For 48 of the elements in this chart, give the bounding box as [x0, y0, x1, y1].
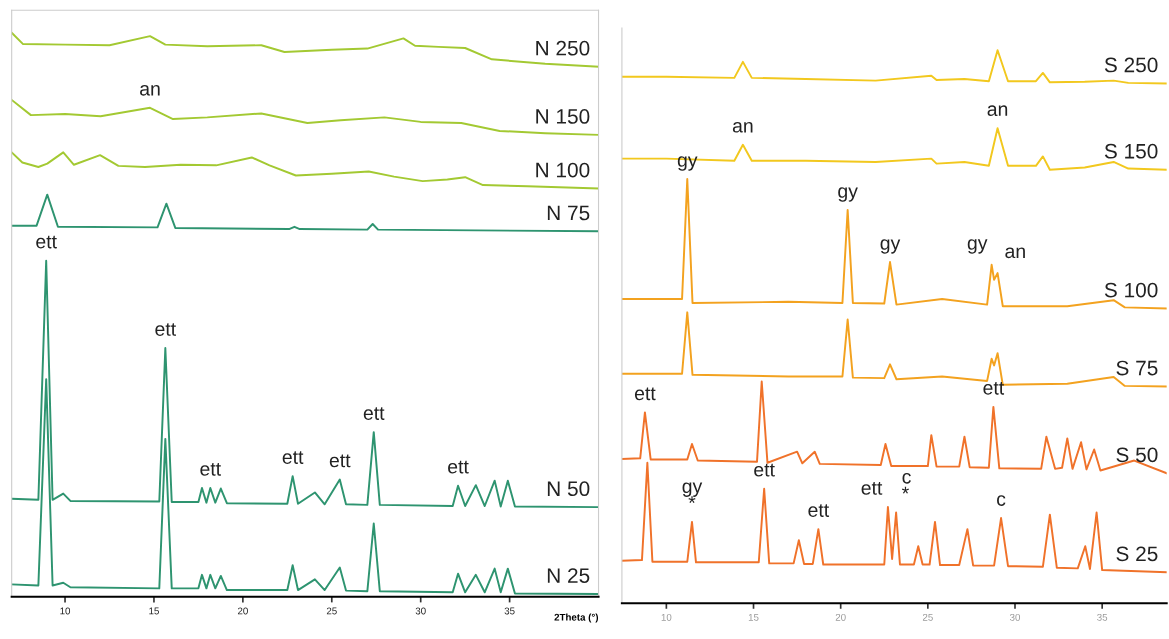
annotation: an [140, 84, 160, 96]
annotation: ett [155, 323, 176, 336]
annotation: ett [448, 460, 469, 474]
annotation: ett [754, 463, 775, 477]
x-tick-label: 30 [415, 607, 426, 615]
annotation: ett [200, 463, 221, 476]
x-tick-label: 25 [922, 613, 933, 621]
annotation: ett [329, 454, 351, 468]
x-tick-label: 25 [326, 607, 337, 615]
annotation: an [732, 121, 753, 133]
annotation: c * [901, 472, 911, 494]
annotation: ett [983, 381, 1005, 395]
series-label: N 150 [536, 109, 590, 124]
series-label: N 100 [536, 162, 590, 178]
annotation: ett [363, 407, 385, 420]
annotation: ett [808, 504, 830, 517]
series-label: S 25 [1116, 546, 1158, 562]
series-label: N 25 [547, 568, 590, 583]
annotation: an [987, 105, 1008, 117]
x-tick-label: 20 [835, 613, 846, 621]
annotation: gy [967, 239, 988, 254]
annotation: c [997, 495, 1006, 506]
series-label: S 100 [1104, 282, 1158, 298]
annotation: gy [838, 187, 858, 202]
series-label: S 75 [1116, 360, 1158, 376]
x-tick-label: 30 [1009, 613, 1021, 621]
series-label: S 150 [1104, 143, 1158, 159]
x-tick-label: 15 [149, 607, 159, 615]
x-tick-label: 35 [1097, 613, 1108, 621]
annotation: ett [634, 387, 656, 401]
annotation: ett [282, 451, 304, 464]
annotation: gy * [682, 482, 703, 504]
annotation: ett [861, 482, 883, 495]
annotation: an [1005, 247, 1025, 259]
x-tick-label: 10 [60, 607, 71, 615]
x-tick-label: 15 [748, 613, 759, 621]
annotation: gy [880, 239, 901, 254]
series-label: S 50 [1116, 447, 1158, 463]
annotation: ett [36, 235, 57, 249]
series-label: N 50 [547, 481, 590, 497]
x-tick-label: 20 [237, 607, 248, 615]
x-axis-title: 2Theta (°) [554, 613, 599, 623]
x-tick-label: 10 [661, 613, 672, 621]
annotation: gy [677, 156, 698, 171]
series-label: N 75 [547, 205, 590, 221]
series-label: S 250 [1104, 57, 1158, 73]
series-label: N 250 [536, 40, 590, 56]
x-tick-label: 35 [504, 607, 515, 615]
